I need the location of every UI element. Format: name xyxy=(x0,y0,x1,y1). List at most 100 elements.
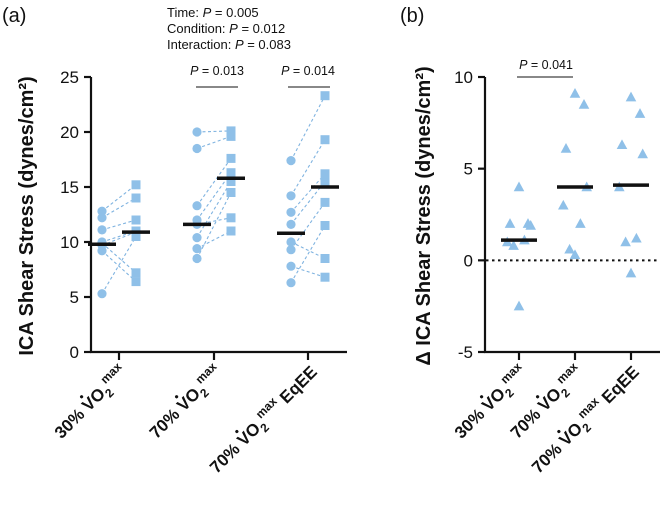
paired-line xyxy=(196,192,232,259)
post-point xyxy=(320,169,330,179)
y-tick-label-b: 5 xyxy=(464,160,473,179)
paired-line xyxy=(290,241,326,259)
post-point xyxy=(226,131,236,141)
delta-point xyxy=(525,220,536,230)
post-point xyxy=(320,221,330,230)
paired-line xyxy=(196,135,232,150)
v-dot xyxy=(79,395,84,399)
pre-point xyxy=(192,201,202,211)
x-category-text: 70% VO2max xyxy=(143,359,229,445)
points-a xyxy=(97,91,330,299)
y-ticks-a: 0 5 10 15 20 25 xyxy=(60,68,91,362)
paired-line xyxy=(196,172,232,221)
y-ticks-b: -5 0 5 10 xyxy=(454,68,485,362)
v-dot xyxy=(174,395,179,399)
delta-point xyxy=(625,91,637,102)
pre-point xyxy=(192,233,202,243)
delta-point xyxy=(564,243,575,254)
pre-point xyxy=(286,245,296,255)
y-tick-label-a: 5 xyxy=(70,288,79,307)
post-point xyxy=(131,268,141,278)
panel-b-label: (b) xyxy=(400,5,424,27)
pre-point xyxy=(286,219,296,229)
pre-point xyxy=(286,156,296,166)
p-value-70: P = 0.013 xyxy=(190,64,244,78)
paired-line xyxy=(290,265,326,278)
post-point xyxy=(226,226,236,236)
post-point xyxy=(226,177,236,186)
delta-point xyxy=(569,249,581,260)
y-tick-label-b: 10 xyxy=(454,68,473,87)
points-b xyxy=(502,88,648,311)
v-dot xyxy=(235,429,239,434)
p-value-eqee: P = 0.014 xyxy=(281,64,335,78)
delta-point xyxy=(634,108,646,118)
stat-interaction: Interaction: P = 0.083 xyxy=(167,37,291,52)
y-tick-label-b: -5 xyxy=(458,343,473,362)
pre-point xyxy=(192,215,202,225)
stat-condition: Condition: P = 0.012 xyxy=(167,21,285,36)
y-axis-label-a: ICA Shear Stress (dynes/cm²) xyxy=(16,76,38,355)
delta-point xyxy=(631,232,642,243)
paired-line xyxy=(196,230,232,250)
means-a xyxy=(88,176,339,246)
x-category-label: 70% VO2max EqEE xyxy=(525,360,645,480)
y-axis-label-b: Δ ICA Shear Stress (dynes/cm²) xyxy=(413,66,435,365)
delta-point xyxy=(578,99,590,109)
post-point xyxy=(131,215,141,225)
y-tick-label-b: 0 xyxy=(464,251,473,270)
post-point xyxy=(320,135,330,145)
paired-line xyxy=(196,181,232,238)
paired-line xyxy=(196,158,232,207)
pre-point xyxy=(192,127,202,137)
post-point xyxy=(226,153,236,163)
paired-line xyxy=(101,250,137,283)
paired-line xyxy=(101,197,137,219)
post-point xyxy=(226,126,236,136)
delta-point xyxy=(637,148,648,159)
post-point xyxy=(226,188,236,197)
pre-point xyxy=(286,261,296,271)
pre-point xyxy=(97,289,107,299)
y-tick-label-a: 10 xyxy=(60,233,79,252)
pre-point xyxy=(97,206,107,216)
paired-line xyxy=(290,173,326,213)
post-point xyxy=(320,197,330,207)
post-point xyxy=(226,213,236,223)
x-category-label: 30% VO2max xyxy=(48,359,134,445)
post-point xyxy=(320,272,330,282)
paired-line xyxy=(101,184,137,212)
pre-point xyxy=(97,225,107,235)
delta-point xyxy=(513,181,525,192)
paired-line xyxy=(290,95,326,161)
v-dot xyxy=(535,395,540,399)
delta-point xyxy=(620,236,631,247)
post-point xyxy=(320,254,330,263)
paired-line xyxy=(101,236,137,294)
paired-lines-a xyxy=(101,95,326,294)
x-category-text: 70% VO2max EqEE xyxy=(203,360,323,480)
pre-point xyxy=(286,237,296,247)
y-tick-label-a: 25 xyxy=(60,68,79,87)
p-value-b: P = 0.041 xyxy=(519,58,573,72)
pre-point xyxy=(286,207,296,217)
x-ticks-a xyxy=(117,352,310,360)
x-category-text: 70% VO2max EqEE xyxy=(525,360,645,480)
post-point xyxy=(131,193,141,203)
x-category-label: 70% VO2max xyxy=(143,359,229,445)
delta-point xyxy=(569,88,581,98)
pre-point xyxy=(286,191,296,201)
delta-point xyxy=(508,240,519,250)
paired-line xyxy=(101,242,137,274)
paired-line xyxy=(196,130,232,133)
x-category-text: 30% VO2max xyxy=(48,359,134,445)
y-tick-label-a: 20 xyxy=(60,123,79,142)
delta-point xyxy=(560,143,572,153)
paired-line xyxy=(101,219,137,231)
post-point xyxy=(320,177,330,186)
v-dot xyxy=(479,395,484,399)
pre-point xyxy=(192,143,202,154)
pre-point xyxy=(97,213,107,223)
